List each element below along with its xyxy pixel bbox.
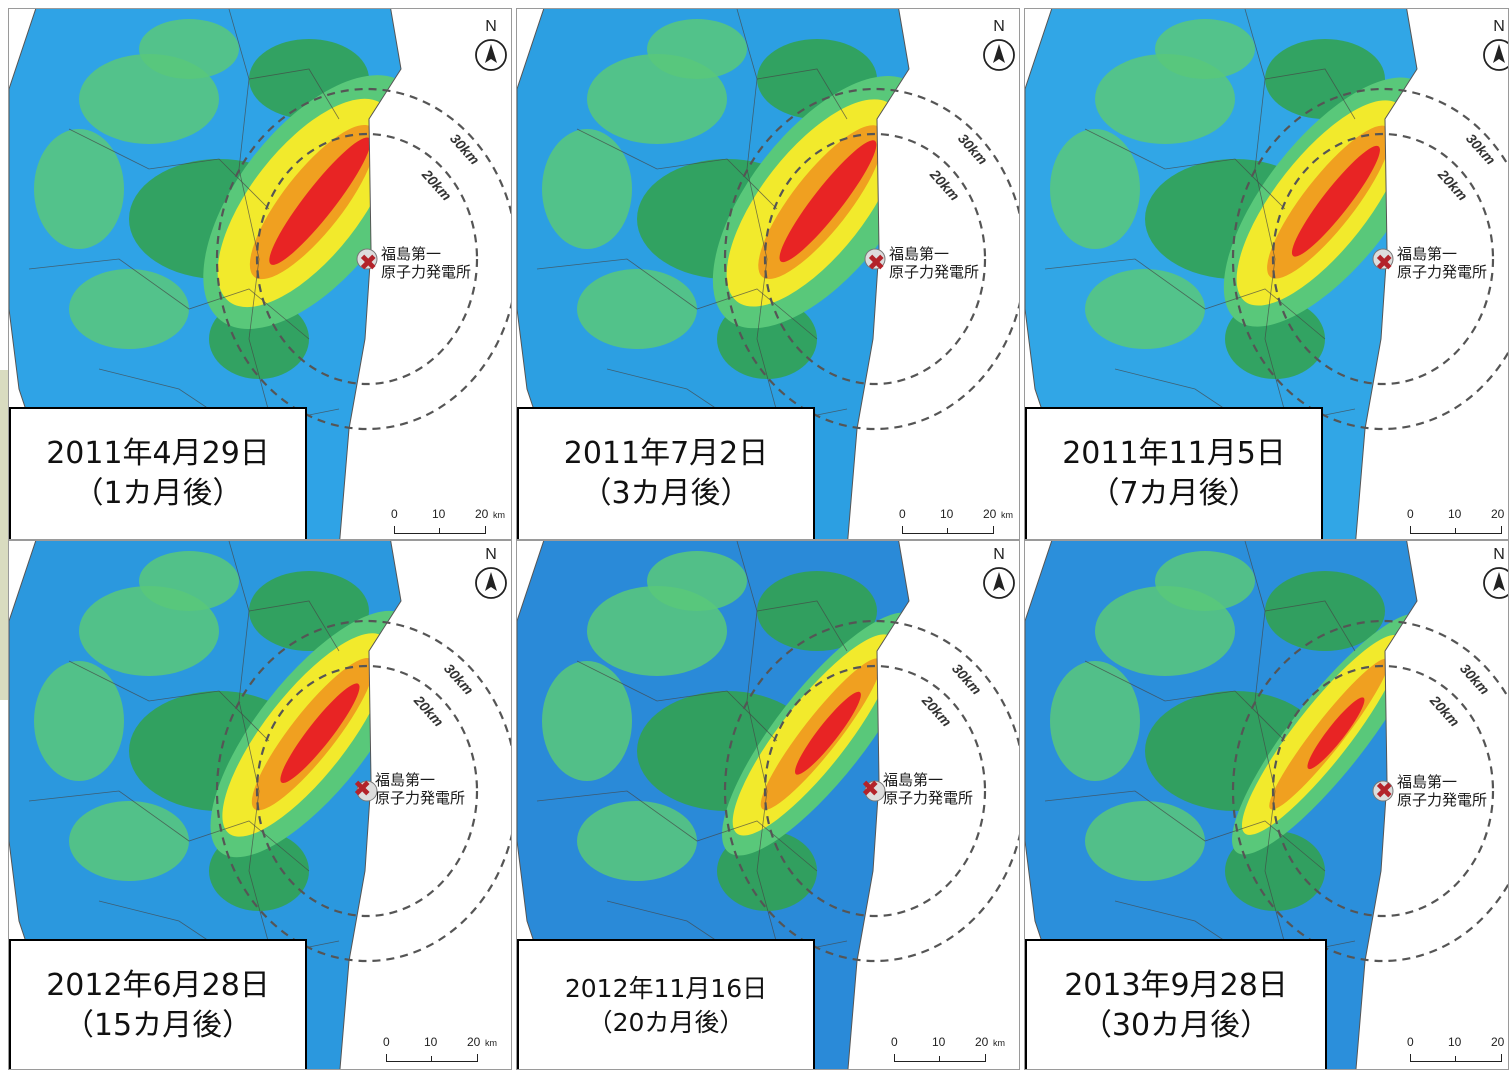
north-arrow: N <box>473 19 509 75</box>
x-mark-icon: ✖ <box>1375 251 1394 276</box>
date-label: 2011年4月29日 （1カ月後） <box>9 407 307 539</box>
plant-label-line2: 原子力発電所 <box>1397 791 1488 809</box>
plant-label: ✖ 福島第一 原子力発電所 <box>1375 773 1488 809</box>
north-arrow: N <box>1481 18 1508 75</box>
date-label: 2012年6月28日 （15カ月後） <box>9 939 307 1069</box>
date-label: 2012年11月16日 （20カ月後） <box>517 939 815 1069</box>
plant-label-line1: 福島第一 <box>381 245 442 263</box>
map-panel-2: N 30km 20km ✖ 福島第一 原子力発電所 0 10 20 km 201… <box>516 8 1020 540</box>
elapsed-text: （15カ月後） <box>63 1008 253 1043</box>
radiation-map <box>9 9 511 539</box>
north-arrow: N <box>1481 546 1508 603</box>
plant-label-line1: 福島第一 <box>883 771 944 789</box>
scale-bar: 0 10 20 km <box>891 1035 1011 1069</box>
plant-label: ✖ 福島第一 原子力発電所 <box>359 245 472 281</box>
elapsed-text: （3カ月後） <box>581 476 751 511</box>
elapsed-text: （30カ月後） <box>1081 1008 1271 1043</box>
date-label: 2011年11月5日 （7カ月後） <box>1025 407 1323 539</box>
north-arrow: N <box>981 547 1017 603</box>
plant-label-line2: 原子力発電所 <box>375 789 466 807</box>
map-panel-3: N 30km 20km ✖ 福島第一 原子力発電所 0 10 20 2011年1… <box>1024 8 1509 540</box>
date-label: 2013年9月28日 （30カ月後） <box>1025 939 1327 1069</box>
date-text: 2012年6月28日 <box>46 968 270 1003</box>
plant-label-line1: 福島第一 <box>375 771 436 789</box>
north-label: N <box>1493 546 1505 563</box>
north-arrow-icon <box>983 39 1015 71</box>
plant-label: ✖ 福島第一 原子力発電所 <box>353 771 466 807</box>
date-text: 2013年9月28日 <box>1064 968 1288 1003</box>
plant-label-line2: 原子力発電所 <box>883 789 974 807</box>
map-panel-5: N 30km 20km ✖ 福島第一 原子力発電所 0 10 20 km 201… <box>516 540 1020 1070</box>
scale-bar: 0 10 20 <box>1407 507 1508 539</box>
north-arrow-icon <box>475 567 507 599</box>
radiation-map <box>517 9 1019 539</box>
north-arrow-icon <box>983 567 1015 599</box>
north-label: N <box>485 18 497 35</box>
plant-label: ✖ 福島第一 原子力発電所 <box>867 245 980 281</box>
date-label: 2011年7月2日 （3カ月後） <box>517 407 815 539</box>
plant-label-line1: 福島第一 <box>889 245 950 263</box>
x-mark-icon: ✖ <box>861 777 880 802</box>
scale-bar: 0 10 20 <box>1407 1035 1508 1069</box>
x-mark-icon: ✖ <box>353 777 372 802</box>
north-label: N <box>993 18 1005 35</box>
scale-bar: 0 10 20 km <box>899 507 1019 539</box>
elapsed-text: （1カ月後） <box>73 476 243 511</box>
elapsed-text: （20カ月後） <box>587 1008 745 1037</box>
date-text: 2011年11月5日 <box>1062 436 1286 471</box>
elapsed-text: （7カ月後） <box>1089 476 1259 511</box>
plant-label-line2: 原子力発電所 <box>889 263 980 281</box>
map-panel-6: N 30km 20km ✖ 福島第一 原子力発電所 0 10 20 2013年9… <box>1024 540 1509 1070</box>
north-label: N <box>993 546 1005 563</box>
north-label: N <box>485 546 497 563</box>
scale-bar: 0 10 20 km <box>383 1035 503 1069</box>
north-label: N <box>1493 18 1505 35</box>
map-panel-4: N 30km 20km ✖ 福島第一 原子力発電所 0 10 20 km 201… <box>8 540 512 1070</box>
map-panel-1: N 30km 20km ✖ 福島第一 原子力発電所 0 10 20 km 201… <box>8 8 512 540</box>
date-text: 2011年7月2日 <box>563 436 769 471</box>
plant-label-line1: 福島第一 <box>1397 245 1458 263</box>
north-arrow: N <box>473 547 509 603</box>
radiation-map <box>517 541 1019 1069</box>
date-text: 2012年11月16日 <box>564 974 768 1003</box>
north-arrow-icon <box>1483 39 1508 71</box>
plant-label-line2: 原子力発電所 <box>1397 263 1488 281</box>
radiation-map <box>1025 9 1508 539</box>
plant-label: ✖ 福島第一 原子力発電所 <box>861 771 974 807</box>
plant-label-line1: 福島第一 <box>1397 773 1458 791</box>
x-mark-icon: ✖ <box>867 251 886 276</box>
scale-bar: 0 10 20 km <box>391 507 511 539</box>
north-arrow-icon <box>1483 567 1508 599</box>
date-text: 2011年4月29日 <box>46 436 270 471</box>
north-arrow: N <box>981 19 1017 75</box>
plant-label-line2: 原子力発電所 <box>381 263 472 281</box>
plant-label: ✖ 福島第一 原子力発電所 <box>1375 245 1488 281</box>
x-mark-icon: ✖ <box>359 251 378 276</box>
north-arrow-icon <box>475 39 507 71</box>
x-mark-icon: ✖ <box>1375 779 1394 804</box>
